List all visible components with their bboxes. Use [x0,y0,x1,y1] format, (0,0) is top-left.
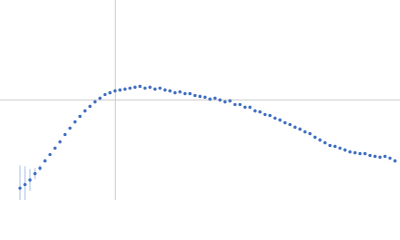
data-point [343,148,347,152]
data-point [248,105,252,109]
data-point [23,182,27,187]
data-point [303,130,307,134]
data-point [338,146,342,150]
data-point [313,135,317,139]
data-point [328,143,332,148]
data-point [108,91,112,95]
data-point [348,150,352,154]
data-point [278,118,282,122]
data-point [393,159,397,163]
data-point [368,153,372,158]
data-point [173,91,177,95]
data-point [323,141,327,145]
data-point [273,116,277,120]
data-point [288,122,292,127]
data-point [298,127,302,131]
data-point [63,132,67,137]
data-point [43,159,47,163]
data-point [258,110,262,114]
data-point [263,112,267,117]
data-point [88,104,92,108]
data-point [28,178,32,182]
data-point [318,138,322,142]
data-point [198,94,202,98]
data-point [183,92,187,96]
data-point [308,132,312,136]
data-point [103,92,107,97]
data-point [148,85,152,89]
data-point [293,125,297,129]
data-point [353,151,357,155]
data-point [208,97,212,101]
page: {"chart_data": {"type": "scatter", "colo… [0,0,400,200]
data-point [48,152,52,157]
data-point [53,146,57,150]
chart [0,0,400,200]
data-point [193,93,197,98]
data-point [218,98,222,102]
data-point [243,105,247,109]
data-point [378,155,382,159]
data-point [228,99,232,103]
data-point [383,154,387,158]
data-point [33,172,37,176]
data-point [18,186,22,190]
data-point [233,102,237,107]
data-point [78,114,82,118]
data-point [93,100,97,104]
data-point [158,86,162,90]
data-point [253,109,257,113]
data-point [373,154,377,158]
data-point [143,86,147,90]
data-point [188,92,192,96]
data-point [38,166,42,170]
data-point [358,152,362,156]
data-point [118,88,122,92]
data-point [83,109,87,113]
data-point [283,121,287,125]
data-point [163,88,167,92]
data-point [123,87,127,91]
data-point [133,85,137,89]
data-point [68,126,72,130]
data-point [238,102,242,107]
data-point [153,87,157,91]
data-point [363,152,367,156]
data-point [213,96,217,100]
data-point [333,144,337,148]
data-point [113,89,117,93]
data-point [168,89,172,93]
data-point [223,100,227,104]
data-point [203,95,207,99]
data-point [73,120,77,124]
data-point [98,96,102,100]
data-point [138,84,142,88]
data-point [128,86,132,90]
data-point [178,90,182,94]
data-point [388,156,392,160]
data-point [268,113,272,118]
data-point [58,140,62,144]
